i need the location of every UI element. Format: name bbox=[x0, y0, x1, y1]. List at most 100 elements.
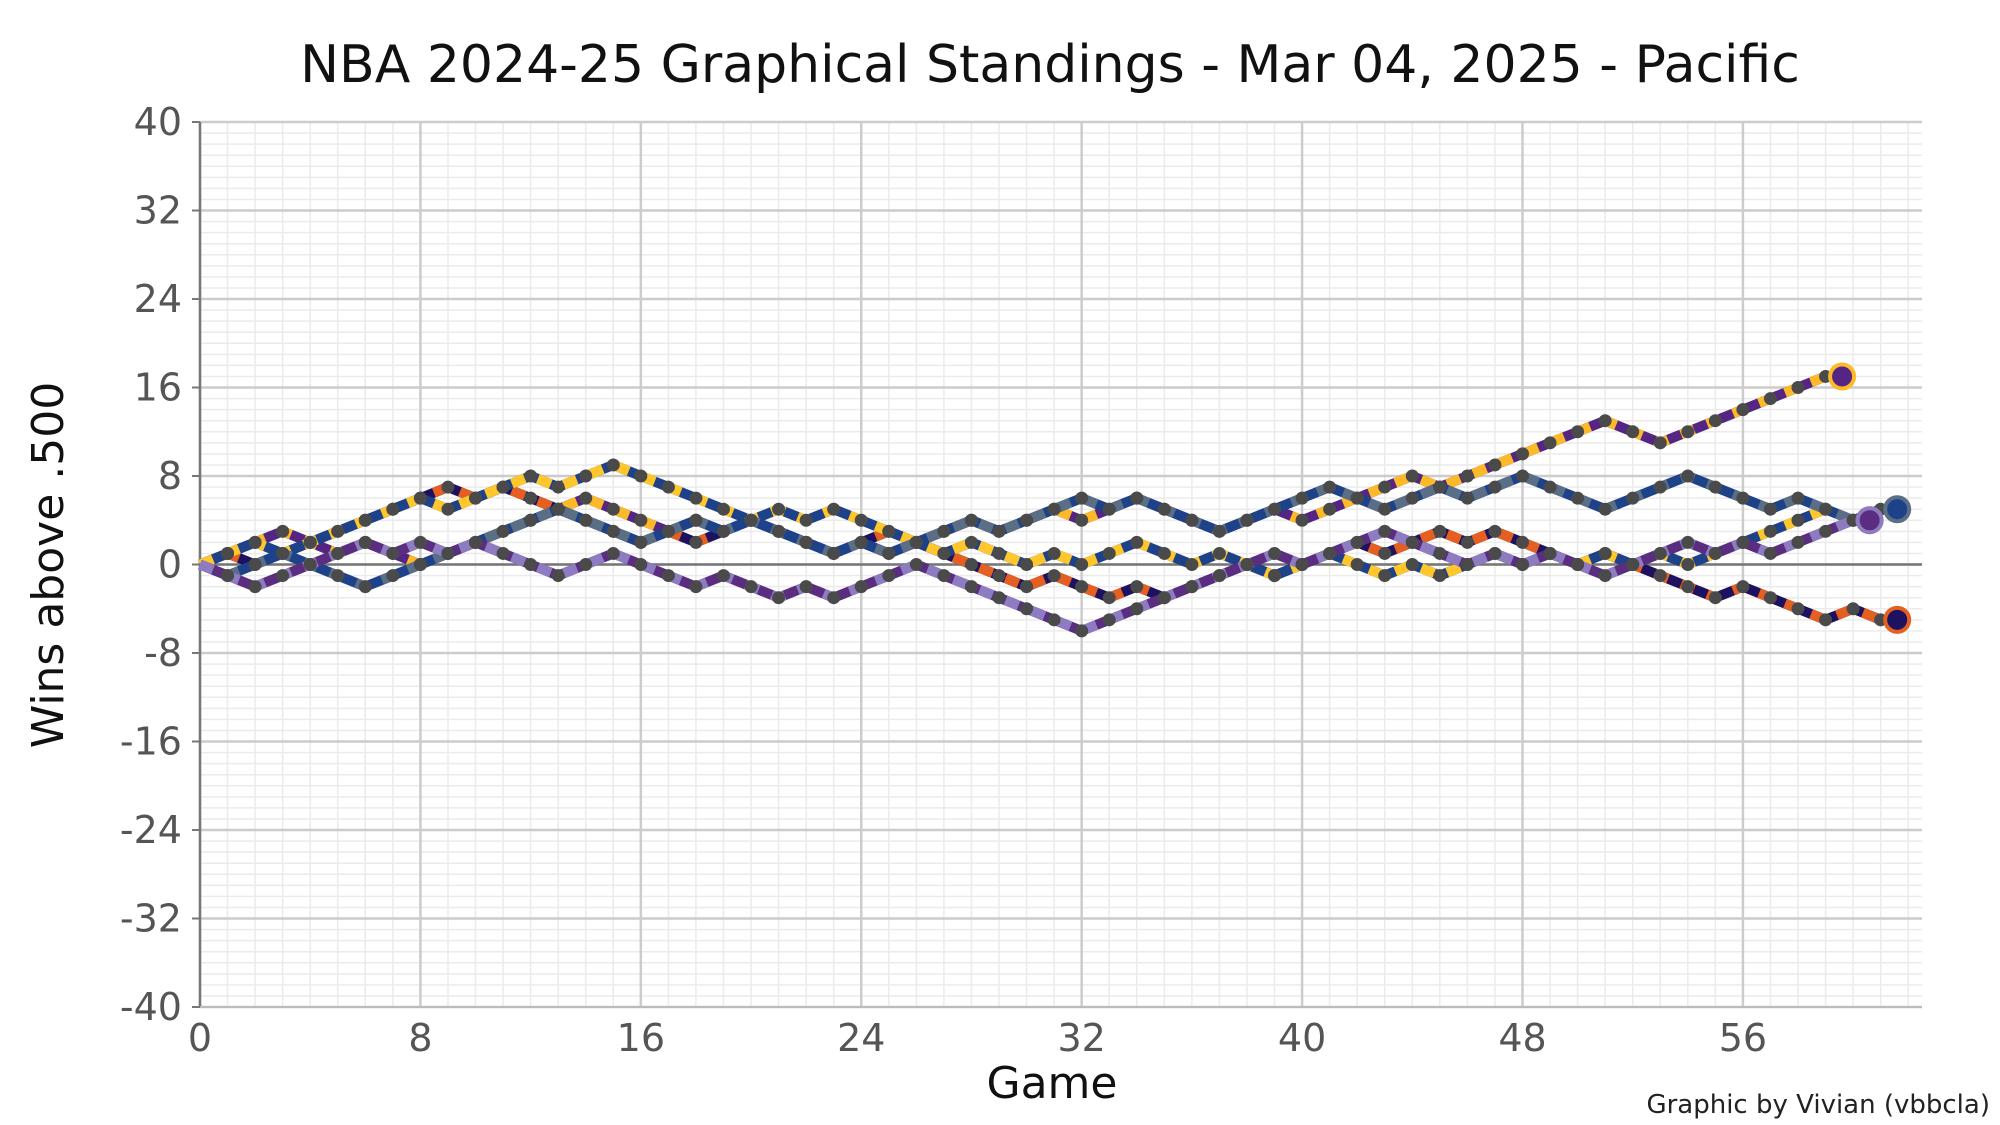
series-line-dash-2 bbox=[198, 482, 1883, 625]
data-point bbox=[634, 513, 648, 527]
data-point bbox=[1378, 569, 1392, 583]
data-point bbox=[1433, 480, 1447, 494]
data-point bbox=[1268, 546, 1282, 560]
data-point bbox=[772, 591, 786, 605]
chart-title: NBA 2024-25 Graphical Standings - Mar 04… bbox=[300, 35, 1800, 95]
data-point bbox=[634, 469, 648, 483]
data-point bbox=[386, 502, 400, 516]
data-point bbox=[1736, 580, 1750, 594]
data-point bbox=[1378, 502, 1392, 516]
data-point bbox=[1736, 403, 1750, 417]
data-point bbox=[386, 569, 400, 583]
data-point bbox=[1515, 535, 1529, 549]
data-point bbox=[1047, 502, 1061, 516]
data-point bbox=[1047, 569, 1061, 583]
data-point bbox=[634, 535, 648, 549]
data-point bbox=[1791, 491, 1805, 505]
data-point bbox=[1405, 491, 1419, 505]
data-point bbox=[1763, 392, 1777, 406]
data-point bbox=[579, 558, 593, 571]
y-tick-label: 40 bbox=[134, 100, 182, 144]
data-point bbox=[1075, 558, 1089, 571]
data-point bbox=[1763, 524, 1777, 538]
data-point bbox=[1515, 447, 1529, 461]
data-point bbox=[772, 524, 786, 538]
data-point bbox=[1240, 513, 1254, 527]
data-point bbox=[1488, 480, 1502, 494]
data-point bbox=[689, 491, 703, 505]
data-point bbox=[799, 513, 813, 527]
data-point bbox=[1350, 558, 1364, 571]
data-point bbox=[992, 569, 1006, 583]
data-point bbox=[524, 491, 538, 505]
data-point bbox=[909, 558, 923, 571]
data-point bbox=[1295, 513, 1309, 527]
data-point bbox=[744, 580, 758, 594]
data-point bbox=[1460, 491, 1474, 505]
data-point bbox=[1571, 558, 1585, 571]
data-point bbox=[1460, 558, 1474, 571]
data-point bbox=[1020, 580, 1034, 594]
data-point bbox=[1047, 546, 1061, 560]
data-point bbox=[1020, 558, 1034, 571]
data-point bbox=[331, 546, 345, 560]
data-point bbox=[496, 480, 510, 494]
data-point bbox=[1323, 546, 1337, 560]
data-point bbox=[964, 513, 978, 527]
data-point bbox=[579, 491, 593, 505]
data-point bbox=[1157, 591, 1171, 605]
data-point bbox=[1598, 414, 1612, 428]
data-point bbox=[413, 491, 427, 505]
data-point bbox=[1681, 425, 1695, 439]
data-point bbox=[964, 535, 978, 549]
data-point bbox=[1708, 414, 1722, 428]
data-point bbox=[854, 513, 868, 527]
x-tick-label: 56 bbox=[1719, 1016, 1767, 1060]
data-point bbox=[1323, 480, 1337, 494]
data-point bbox=[1681, 469, 1695, 483]
data-point bbox=[882, 546, 896, 560]
data-point bbox=[992, 591, 1006, 605]
data-point bbox=[303, 558, 317, 571]
data-point bbox=[1571, 425, 1585, 439]
data-point bbox=[1185, 558, 1199, 571]
data-point bbox=[1543, 480, 1557, 494]
data-point bbox=[1626, 425, 1640, 439]
data-point bbox=[1736, 491, 1750, 505]
data-point bbox=[331, 569, 345, 583]
data-point bbox=[1295, 558, 1309, 571]
data-point bbox=[1736, 535, 1750, 549]
data-point bbox=[1819, 524, 1833, 538]
data-point bbox=[1460, 535, 1474, 549]
data-point bbox=[1130, 602, 1144, 616]
data-point bbox=[937, 524, 951, 538]
data-point bbox=[1130, 491, 1144, 505]
data-point bbox=[827, 546, 841, 560]
x-tick-label: 8 bbox=[408, 1016, 432, 1060]
caption: Graphic by Vivian (vbbcla) bbox=[1646, 1090, 1990, 1120]
data-point bbox=[1763, 546, 1777, 560]
data-point bbox=[413, 558, 427, 571]
data-point bbox=[1846, 602, 1860, 616]
data-point bbox=[716, 569, 730, 583]
data-point bbox=[606, 458, 620, 472]
data-point bbox=[882, 569, 896, 583]
data-point bbox=[1681, 580, 1695, 594]
data-point bbox=[331, 524, 345, 538]
data-point bbox=[276, 569, 290, 583]
x-axis-label: Game bbox=[987, 1058, 1118, 1109]
data-point bbox=[524, 513, 538, 527]
data-point bbox=[606, 524, 620, 538]
data-point bbox=[661, 524, 675, 538]
data-point bbox=[1102, 613, 1116, 627]
data-point bbox=[1405, 558, 1419, 571]
data-point bbox=[909, 535, 923, 549]
data-point bbox=[1075, 491, 1089, 505]
data-point bbox=[1130, 535, 1144, 549]
data-point bbox=[1075, 624, 1089, 638]
x-tick-label: 40 bbox=[1278, 1016, 1326, 1060]
y-tick-label: 32 bbox=[134, 189, 182, 233]
series-line-base-1 bbox=[198, 371, 1828, 570]
data-point bbox=[386, 546, 400, 560]
